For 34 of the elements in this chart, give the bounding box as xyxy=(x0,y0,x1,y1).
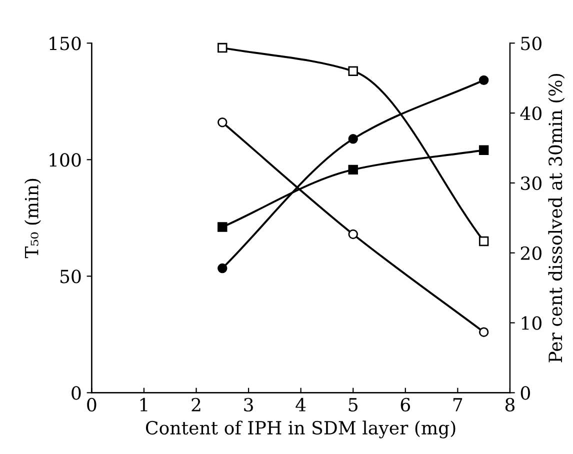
point xyxy=(348,164,358,175)
y-tick-label: 50 xyxy=(60,270,81,284)
x-tick-label: 1 xyxy=(140,398,148,412)
y2-tick-label: 20 xyxy=(520,246,542,260)
point xyxy=(348,229,358,240)
y-tick-label: 150 xyxy=(50,36,81,50)
y2-tick-label: 50 xyxy=(521,36,542,50)
y-axis-title: T₅₀ (min) xyxy=(24,178,41,258)
y-tick-label: 100 xyxy=(50,153,81,167)
point xyxy=(348,134,358,144)
y-tick-label: 0 xyxy=(72,386,81,400)
x-tick-label: 3 xyxy=(244,398,253,412)
point xyxy=(218,222,228,232)
point xyxy=(218,42,228,53)
x-tick-label: 4 xyxy=(296,398,306,412)
point xyxy=(478,236,489,246)
point xyxy=(478,145,489,155)
point xyxy=(218,118,228,128)
y2-tick-label: 40 xyxy=(520,106,542,120)
point xyxy=(348,66,358,76)
x-tick-label: 7 xyxy=(453,398,462,412)
x-tick-label: 8 xyxy=(505,398,514,412)
point xyxy=(218,263,228,274)
y2-tick-label: 30 xyxy=(521,176,542,190)
y2-axis-title: Per cent dissolved at 30min (%) xyxy=(548,74,565,362)
point xyxy=(478,75,489,86)
x-tick-label: 5 xyxy=(348,398,358,412)
x-tick-label: 0 xyxy=(87,398,96,412)
x-tick-label: 6 xyxy=(400,398,410,412)
point xyxy=(478,327,489,337)
y2-tick-label: 0 xyxy=(520,386,530,400)
y2-tick-label: 10 xyxy=(522,316,542,330)
x-axis-title: Content of IPH in SDM layer (mg) xyxy=(146,420,456,438)
x-tick-label: 2 xyxy=(192,398,200,412)
